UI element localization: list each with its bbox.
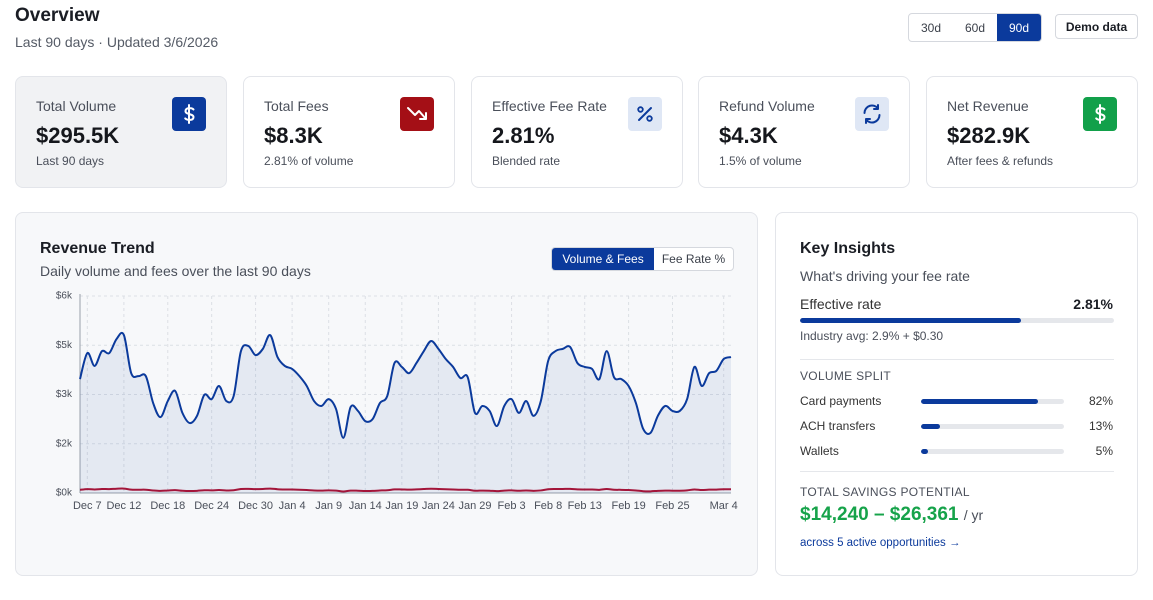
series-line bbox=[79, 487, 732, 493]
kpi-icon bbox=[855, 97, 889, 131]
insights-card: Key Insights What's driving your fee rat… bbox=[775, 212, 1138, 576]
range-button[interactable]: 60d bbox=[964, 20, 986, 35]
page-title: Overview bbox=[15, 5, 100, 26]
kpi-value: $295.5K bbox=[36, 123, 120, 148]
rate-bar bbox=[800, 318, 1021, 323]
kpi-card[interactable]: Total Fees $8.3K 2.81% of volume bbox=[243, 76, 455, 188]
range-button[interactable]: 90d bbox=[997, 14, 1041, 41]
rate-label: Effective rate bbox=[800, 296, 882, 312]
kpi-icon bbox=[172, 97, 206, 131]
chart-card: Revenue Trend Daily volume and fees over… bbox=[15, 212, 758, 576]
separator bbox=[800, 359, 1114, 360]
insights-title: Key Insights bbox=[800, 240, 896, 257]
x-tick-label: Dec 18 bbox=[150, 500, 185, 512]
kpi-label: Net Revenue bbox=[947, 98, 1029, 114]
insights-subtitle: What's driving your fee rate bbox=[800, 268, 970, 284]
line-chart: $0k $2k $3k $5k $6k Dec 7 Dec 12 Dec 18 Dec 24 De… bbox=[56, 291, 738, 512]
range-button[interactable]: 30d bbox=[920, 20, 942, 35]
split-value: 82% bbox=[1088, 394, 1113, 408]
split-label: ACH transfers bbox=[800, 419, 876, 433]
rate-value: 2.81% bbox=[1073, 296, 1113, 312]
kpi-note: 1.5% of volume bbox=[719, 154, 802, 168]
savings-amount: $14,240 – $26,361 bbox=[800, 504, 959, 525]
kpi-icon bbox=[400, 97, 434, 131]
split-track bbox=[921, 449, 1064, 454]
y-tick-label: $3k bbox=[56, 389, 73, 400]
x-tick-label: Jan 4 bbox=[279, 500, 306, 512]
kpi-note: Blended rate bbox=[492, 154, 561, 168]
x-tick-label: Feb 8 bbox=[534, 500, 562, 512]
x-tick-label: Dec 30 bbox=[238, 500, 273, 512]
y-tick-label: $6k bbox=[56, 291, 73, 302]
kpi-label: Total Fees bbox=[264, 98, 329, 114]
chart-toggle: Volume & Fees Fee Rate % bbox=[551, 247, 734, 271]
separator bbox=[800, 471, 1114, 472]
x-tick-label: Dec 24 bbox=[194, 500, 229, 512]
split-title: VOLUME SPLIT bbox=[800, 369, 891, 383]
y-tick-label: $0k bbox=[56, 488, 73, 499]
demo-data-button[interactable]: Demo data bbox=[1055, 14, 1138, 39]
kpi-icon bbox=[1083, 97, 1117, 131]
x-tick-label: Jan 29 bbox=[458, 500, 491, 512]
split-value: 5% bbox=[1095, 444, 1113, 458]
series-area bbox=[80, 332, 731, 493]
split-bar bbox=[921, 449, 929, 454]
x-tick-label: Mar 4 bbox=[710, 500, 738, 512]
x-tick-label: Jan 14 bbox=[349, 500, 382, 512]
x-tick-label: Dec 7 bbox=[73, 500, 102, 512]
kpi-note: After fees & refunds bbox=[947, 154, 1054, 168]
kpi-label: Total Volume bbox=[36, 98, 117, 114]
rate-track bbox=[800, 318, 1114, 323]
x-tick-label: Jan 9 bbox=[315, 500, 342, 512]
split-bar bbox=[921, 399, 1039, 404]
kpi-card[interactable]: Effective Fee Rate 2.81% Blended rate bbox=[471, 76, 683, 188]
y-tick-label: $5k bbox=[56, 340, 73, 351]
kpi-card[interactable]: Refund Volume $4.3K 1.5% of volume bbox=[698, 76, 910, 188]
savings-title: TOTAL SAVINGS POTENTIAL bbox=[800, 485, 970, 499]
x-tick-label: Feb 3 bbox=[497, 500, 525, 512]
savings-range: $14,240 – $26,361 / yr bbox=[800, 504, 983, 526]
split-label: Wallets bbox=[800, 444, 839, 458]
page-subtitle: Last 90 days · Updated 3/6/2026 bbox=[15, 34, 219, 50]
kpi-icon bbox=[628, 97, 662, 131]
savings-link[interactable]: across 5 active opportunities → bbox=[800, 537, 961, 549]
split-value: 13% bbox=[1088, 419, 1113, 433]
kpi-card[interactable]: Total Volume $295.5K Last 90 days bbox=[15, 76, 227, 188]
chart-title: Revenue Trend bbox=[40, 240, 155, 257]
toggle-button[interactable]: Volume & Fees bbox=[552, 248, 654, 270]
x-tick-label: Jan 24 bbox=[422, 500, 455, 512]
toggle-button[interactable]: Fee Rate % bbox=[661, 252, 726, 266]
kpi-label: Refund Volume bbox=[719, 98, 815, 114]
chart-subtitle: Daily volume and fees over the last 90 d… bbox=[40, 263, 311, 279]
x-tick-label: Feb 25 bbox=[655, 500, 689, 512]
kpi-value: $4.3K bbox=[719, 123, 778, 148]
series-line bbox=[79, 331, 732, 439]
kpi-label: Effective Fee Rate bbox=[492, 98, 607, 114]
kpi-note: Last 90 days bbox=[36, 154, 105, 168]
split-bar bbox=[921, 424, 940, 429]
x-tick-label: Feb 19 bbox=[611, 500, 645, 512]
kpi-card[interactable]: Net Revenue $282.9K After fees & refunds bbox=[926, 76, 1138, 188]
split-track bbox=[921, 399, 1064, 404]
savings-unit: / yr bbox=[963, 507, 984, 523]
x-tick-label: Jan 19 bbox=[385, 500, 418, 512]
range-selector: 30d 60d 90d bbox=[908, 13, 1042, 42]
kpi-value: $282.9K bbox=[947, 123, 1031, 148]
kpi-value: $8.3K bbox=[264, 123, 323, 148]
y-tick-label: $2k bbox=[56, 438, 73, 449]
split-label: Card payments bbox=[800, 394, 882, 408]
x-tick-label: Feb 13 bbox=[568, 500, 602, 512]
x-tick-label: Dec 12 bbox=[106, 500, 141, 512]
rate-note: Industry avg: 2.9% + $0.30 bbox=[800, 329, 944, 343]
split-track bbox=[921, 424, 1064, 429]
kpi-value: 2.81% bbox=[492, 123, 555, 148]
kpi-note: 2.81% of volume bbox=[264, 154, 354, 168]
